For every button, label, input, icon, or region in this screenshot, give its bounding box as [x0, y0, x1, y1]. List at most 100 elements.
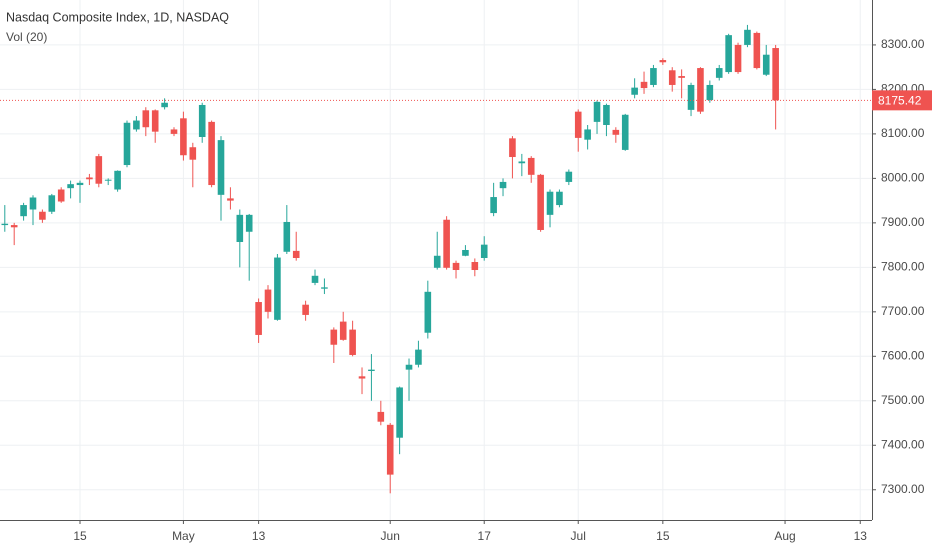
candle-body [368, 369, 375, 371]
candle-body [236, 214, 244, 242]
candle-body [499, 181, 507, 189]
candle-body [480, 244, 488, 258]
candle-body [744, 29, 751, 45]
candle-body [104, 179, 112, 181]
candle-body [302, 304, 309, 315]
x-tick-label: 15 [73, 529, 87, 543]
candle-body [217, 140, 225, 195]
candle-body [67, 184, 74, 189]
candle-body [321, 287, 328, 289]
candle-body [687, 84, 695, 110]
candle-body [650, 68, 657, 85]
candle-body [603, 104, 610, 125]
candle-body [631, 87, 638, 95]
candle-body [349, 329, 356, 355]
candle-body [678, 76, 685, 78]
candle-body [142, 110, 150, 128]
candle-body [227, 198, 234, 201]
candle-body [621, 114, 629, 150]
candle-body [471, 262, 479, 271]
candle-body [537, 174, 544, 230]
candle-body [734, 44, 742, 73]
candle-body [10, 225, 18, 228]
candle-body [133, 120, 140, 130]
candle-body [668, 70, 676, 85]
candle-body [415, 349, 422, 365]
candle-body [255, 302, 262, 335]
candle-body [339, 321, 347, 340]
candle-body [292, 250, 300, 258]
x-tick-label: 13 [854, 529, 868, 543]
last-price-label: 8175.42 [878, 94, 922, 108]
candle-body [377, 411, 385, 422]
y-tick-label: 8100.00 [881, 126, 925, 140]
candle-body [612, 129, 620, 135]
candle-body [433, 255, 441, 268]
y-tick-label: 7800.00 [881, 260, 925, 274]
candle-body [546, 191, 554, 215]
y-tick-label: 8000.00 [881, 171, 925, 185]
candle-body [509, 138, 516, 158]
x-tick-label: Jun [381, 529, 400, 543]
x-tick-label: Aug [774, 529, 795, 543]
candle-body [57, 189, 65, 202]
candle-body [452, 262, 460, 271]
x-tick-label: 13 [252, 529, 266, 543]
candle-body [443, 219, 450, 268]
candle-body [640, 81, 648, 89]
candle-body [20, 205, 27, 217]
candle-body [386, 424, 394, 475]
indicator-label: Vol (20) [6, 30, 47, 44]
candle-body [180, 118, 187, 156]
candle-body [556, 191, 563, 206]
candle-body [518, 161, 526, 164]
candle-body [123, 122, 131, 166]
candle-body [48, 195, 56, 212]
y-tick-label: 7500.00 [881, 393, 925, 407]
y-tick-label: 7300.00 [881, 482, 925, 496]
candle-body [114, 170, 121, 190]
candle-body [330, 329, 338, 345]
candles [1, 24, 779, 494]
candle-body [311, 275, 319, 283]
candle-body [1, 223, 9, 226]
candle-body [762, 54, 770, 75]
candle-body [527, 157, 535, 175]
candle-body [358, 376, 366, 379]
candle-body [39, 211, 46, 220]
candle-body [715, 68, 723, 78]
candle-body [208, 121, 215, 186]
x-tick-label: Jul [571, 529, 586, 543]
x-tick-label: 17 [478, 529, 492, 543]
candle-body [405, 364, 413, 370]
candle-body [151, 110, 159, 132]
x-tick-label: 15 [656, 529, 670, 543]
candle-body [189, 147, 197, 160]
candle-body [574, 111, 582, 138]
candle-body [706, 84, 714, 101]
candle-body [725, 35, 732, 73]
candle-body [584, 129, 591, 140]
y-tick-label: 7900.00 [881, 215, 925, 229]
candle-body [274, 257, 281, 320]
candle-body [76, 182, 84, 186]
y-tick-label: 7600.00 [881, 348, 925, 362]
candle-body [753, 32, 761, 69]
last-price-badge [872, 90, 932, 111]
candle-body [245, 214, 253, 232]
candle-body [264, 289, 272, 312]
candle-body [593, 101, 601, 122]
candle-body [772, 48, 779, 101]
candle-body [95, 156, 103, 184]
candle-body [161, 102, 168, 108]
candle-body [659, 60, 667, 63]
candle-body [170, 129, 178, 134]
candle-body [424, 291, 432, 333]
y-tick-label: 7400.00 [881, 437, 925, 451]
chart-title: Nasdaq Composite Index, 1D, NASDAQ [6, 10, 229, 24]
candle-body [697, 68, 704, 112]
candle-body [565, 171, 573, 182]
candle-body [396, 387, 403, 438]
x-tick-label: May [172, 529, 195, 543]
y-tick-label: 8300.00 [881, 37, 925, 51]
